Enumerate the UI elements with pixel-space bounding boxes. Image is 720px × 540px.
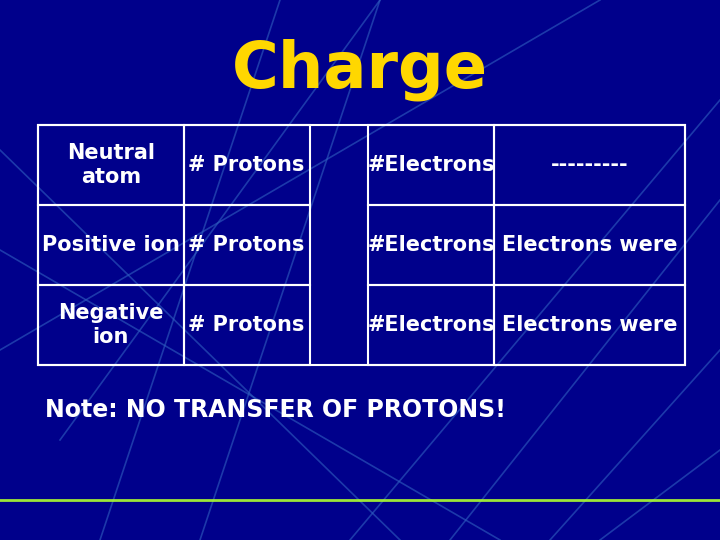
- Text: #Electrons: #Electrons: [367, 235, 495, 255]
- Text: # Protons: # Protons: [189, 235, 305, 255]
- Text: Charge: Charge: [232, 39, 488, 102]
- Text: Negative
ion: Negative ion: [58, 303, 163, 347]
- Text: ---------: ---------: [551, 155, 629, 175]
- Bar: [494, 125, 685, 205]
- Bar: [38, 285, 184, 365]
- Text: Electrons were: Electrons were: [502, 315, 678, 335]
- Bar: [184, 205, 310, 285]
- Bar: [38, 205, 184, 285]
- Bar: [368, 125, 494, 205]
- Text: # Protons: # Protons: [189, 315, 305, 335]
- Bar: [368, 285, 494, 365]
- Text: #Electrons: #Electrons: [367, 155, 495, 175]
- Bar: [368, 205, 494, 285]
- Text: Positive ion: Positive ion: [42, 235, 180, 255]
- Text: Note: NO TRANSFER OF PROTONS!: Note: NO TRANSFER OF PROTONS!: [45, 399, 506, 422]
- Bar: [38, 125, 685, 365]
- Text: # Protons: # Protons: [189, 155, 305, 175]
- Bar: [494, 285, 685, 365]
- Bar: [494, 205, 685, 285]
- Text: Electrons were: Electrons were: [502, 235, 678, 255]
- Text: #Electrons: #Electrons: [367, 315, 495, 335]
- Bar: [38, 125, 184, 205]
- Bar: [184, 285, 310, 365]
- Text: Neutral
atom: Neutral atom: [67, 144, 155, 187]
- Bar: [184, 125, 310, 205]
